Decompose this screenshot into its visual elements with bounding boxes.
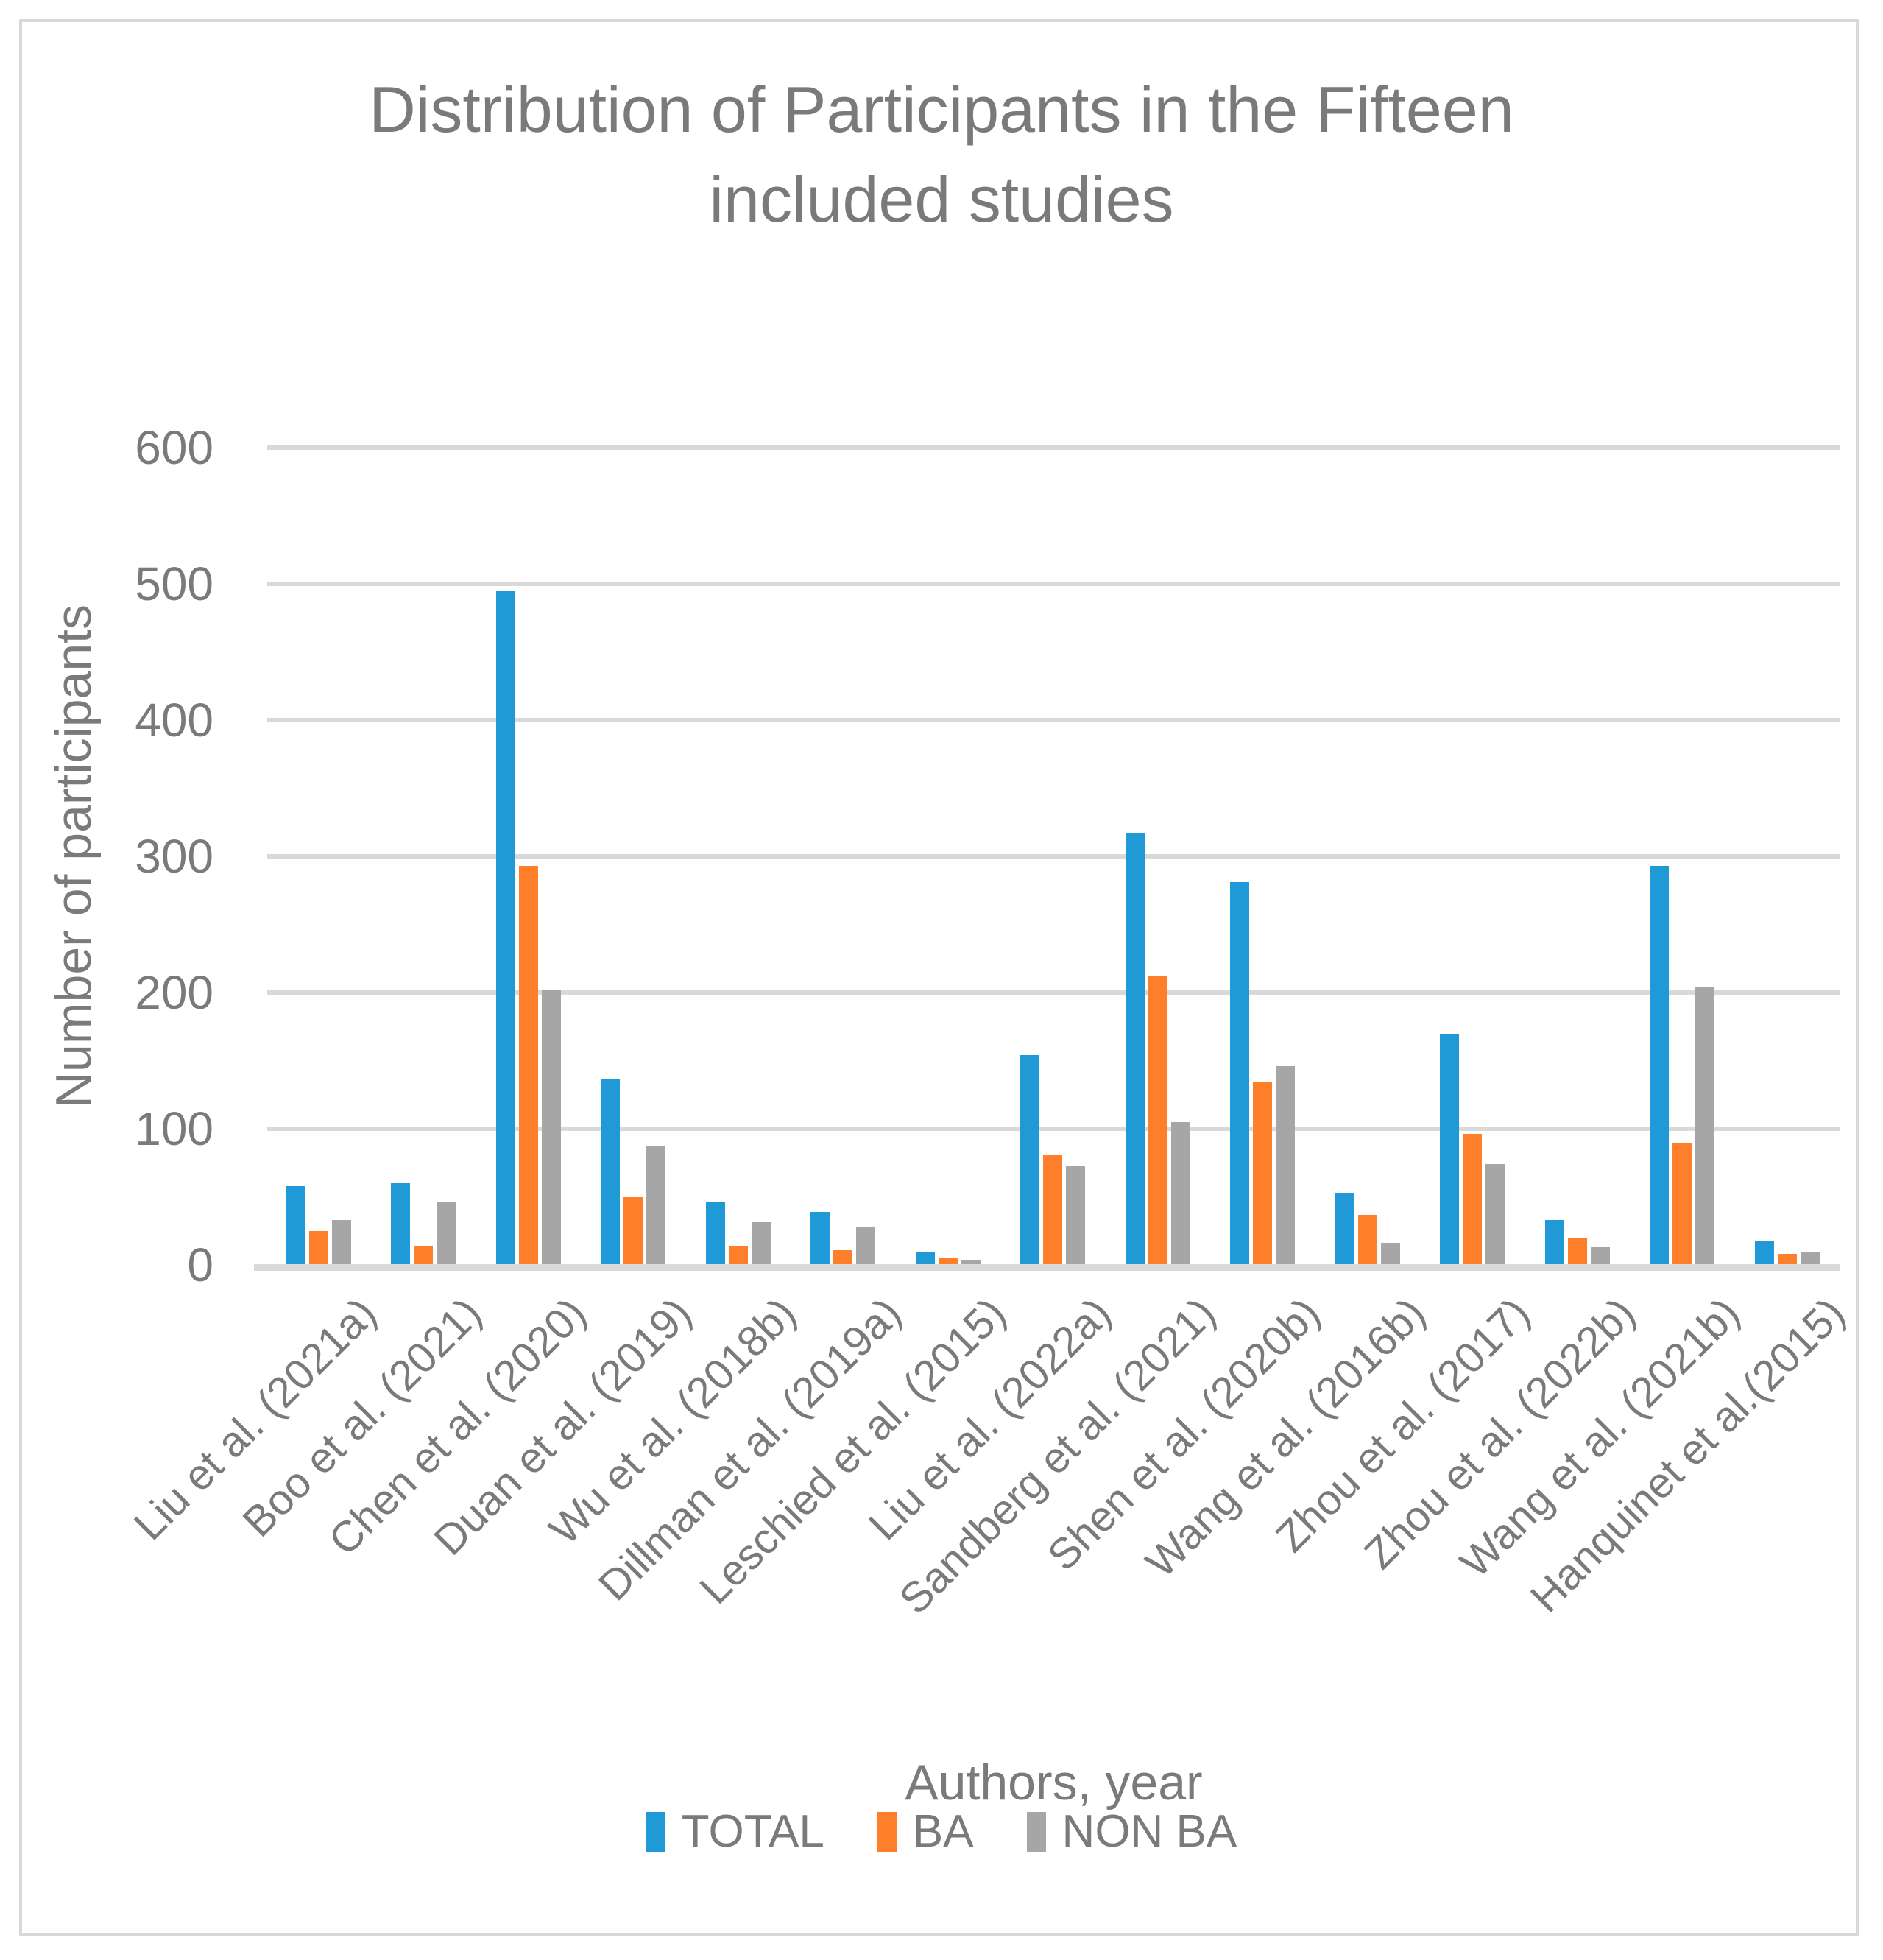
bar-non-ba-8 [1066,1165,1086,1265]
bar-ba-6 [833,1249,853,1265]
bar-total-12 [1440,1033,1460,1265]
bar-total-7 [915,1251,935,1265]
y-tick-label-100: 100 [135,1102,213,1155]
gridline-100 [267,1127,1840,1131]
gridline-400 [267,718,1840,722]
legend-item-non-ba: NON BA [1026,1805,1237,1858]
bar-non-ba-12 [1485,1164,1505,1265]
bar-non-ba-3 [541,990,561,1265]
bar-non-ba-15 [1800,1252,1820,1265]
x-axis-title: Authors, year [905,1755,1203,1811]
bar-ba-9 [1148,976,1167,1265]
bar-ba-3 [518,865,538,1265]
chart-title-line-1: Distribution of Participants in the Fift… [369,73,1514,146]
gridline-200 [267,990,1840,995]
bar-total-9 [1125,833,1145,1265]
y-tick-label-300: 300 [135,830,213,883]
bar-ba-13 [1567,1238,1587,1265]
y-tick-label-400: 400 [135,694,213,747]
bar-non-ba-6 [856,1227,876,1265]
chart-title-line-2: included studies [709,163,1174,236]
plot-area [267,445,1840,1265]
gridline-300 [267,854,1840,859]
bar-non-ba-5 [751,1221,771,1265]
bar-ba-15 [1777,1254,1797,1265]
bar-ba-7 [938,1258,958,1265]
bar-total-13 [1544,1219,1564,1265]
bar-non-ba-2 [437,1202,456,1265]
bar-total-15 [1754,1240,1774,1265]
bar-ba-11 [1357,1214,1377,1265]
legend-swatch-ba [877,1811,897,1852]
bar-non-ba-10 [1276,1065,1296,1265]
bar-total-6 [810,1211,830,1265]
bar-total-11 [1335,1192,1354,1265]
y-tick-label-0: 0 [187,1238,213,1291]
y-tick-label-600: 600 [135,421,213,474]
bar-total-8 [1020,1055,1040,1265]
bar-total-1 [286,1185,305,1265]
bar-total-10 [1230,882,1250,1265]
bar-non-ba-9 [1170,1121,1190,1265]
bar-total-2 [391,1183,411,1265]
bar-total-3 [495,591,515,1265]
legend-swatch-non-ba [1026,1811,1046,1852]
legend-label-total: TOTAL [681,1806,824,1857]
bar-non-ba-4 [646,1146,666,1265]
x-axis-line [254,1264,1840,1271]
bar-total-14 [1650,865,1670,1265]
bar-total-4 [601,1078,621,1265]
bar-ba-12 [1463,1134,1483,1265]
chart-frame [19,19,1859,1936]
bar-ba-10 [1253,1082,1273,1265]
legend-label-non-ba: NON BA [1061,1806,1237,1857]
bar-ba-14 [1672,1143,1692,1265]
gridline-500 [267,582,1840,586]
y-tick-label-500: 500 [135,557,213,610]
chart-title: Distribution of Participants in the Fift… [0,65,1883,244]
gridline-600 [267,445,1840,450]
bar-non-ba-1 [332,1219,351,1265]
legend-swatch-total [646,1811,665,1852]
bar-non-ba-13 [1590,1247,1610,1265]
bar-non-ba-11 [1380,1243,1400,1265]
legend-label-ba: BA [912,1806,974,1857]
bar-non-ba-14 [1695,987,1715,1265]
bar-ba-1 [309,1230,328,1265]
legend-item-total: TOTAL [646,1805,824,1858]
legend-item-ba: BA [877,1805,974,1858]
bar-ba-2 [414,1246,434,1265]
bar-ba-4 [623,1196,643,1265]
bar-ba-8 [1043,1155,1063,1265]
y-tick-label-200: 200 [135,966,213,1019]
bar-ba-5 [728,1246,748,1265]
bar-non-ba-7 [961,1259,981,1265]
bar-total-5 [705,1202,725,1265]
legend: TOTAL BA NON BA [21,1805,1862,1858]
